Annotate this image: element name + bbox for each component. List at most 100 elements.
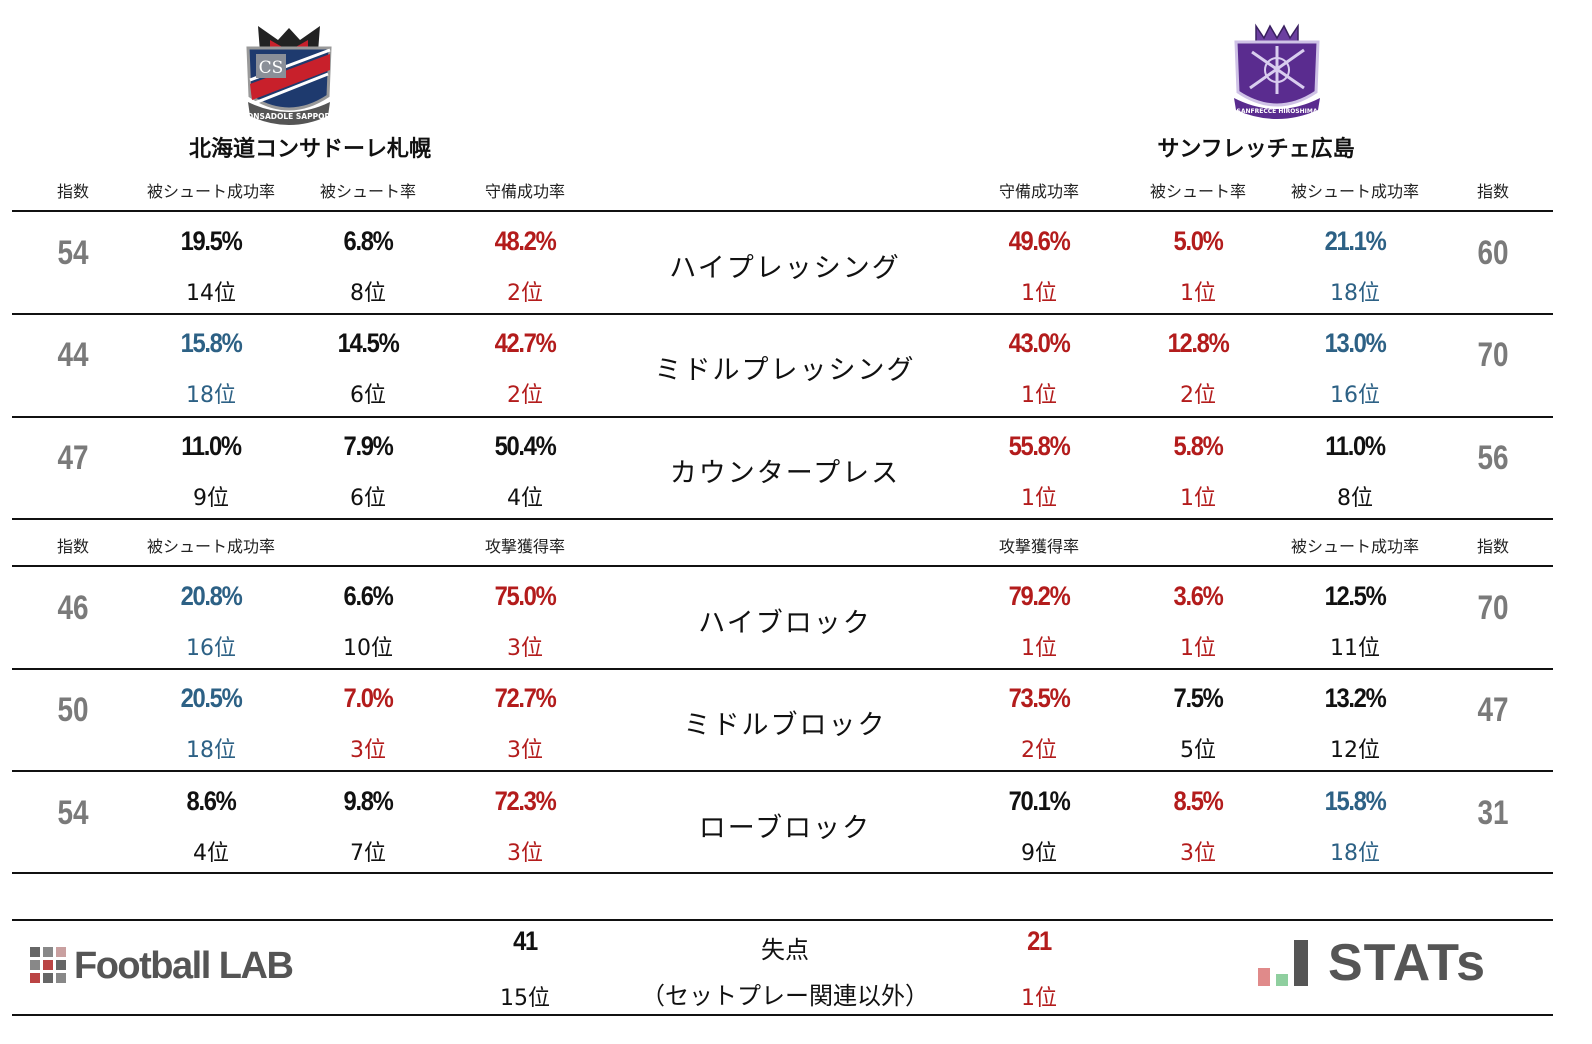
category-label: ハイブロック: [698, 608, 872, 639]
home-index-value: 46: [57, 589, 89, 627]
divider: [12, 416, 1553, 418]
away-defense-success-value: 49.6%: [1008, 226, 1071, 256]
away-shot-success-rank: 12位: [1330, 738, 1380, 763]
away-shot-rate-rank: 2位: [1180, 383, 1216, 408]
away-shot-success-rank: 8位: [1337, 486, 1373, 511]
home-shot-success-value: 8.6%: [186, 786, 237, 816]
home-shot-rate-value: 7.0%: [343, 683, 394, 713]
away-shot-rate-value: 3.6%: [1173, 581, 1224, 611]
away-shot-success-value: 13.0%: [1324, 328, 1387, 358]
stat-row-middle-block: 50 20.5% 18位 7.0% 3位 72.7% 3位 ミドルブロック 73…: [0, 669, 1592, 772]
away-shot-rate-value: 12.8%: [1167, 328, 1230, 358]
home-shot-rate-rank: 7位: [350, 841, 386, 866]
emblem-cs-text: CS: [259, 58, 284, 78]
stats-logo: STATs: [1258, 937, 1486, 989]
away-index-value: 56: [1477, 439, 1509, 477]
home-attack-gain-value: 72.7%: [494, 683, 557, 713]
home-index-value: 44: [57, 336, 89, 374]
home-shot-rate-value: 6.8%: [343, 226, 394, 256]
stat-row-middle-pressing: 44 15.8% 18位 14.5% 6位 42.7% 2位 ミドルプレッシング…: [0, 314, 1592, 417]
home-shot-rate-value: 14.5%: [337, 328, 400, 358]
consadole-sapporo-emblem: CS CONSADOLE SAPPORO: [241, 26, 337, 125]
away-shot-success-rank: 16位: [1330, 383, 1380, 408]
away-goals-conceded-rank: 1位: [1021, 986, 1057, 1011]
divider: [12, 518, 1553, 520]
header-home-shot-success: 被シュート成功率: [146, 537, 275, 556]
away-attack-gain-rank: 2位: [1021, 738, 1057, 763]
header-away-index: 指数: [1476, 182, 1509, 201]
divider: [12, 668, 1553, 670]
away-shot-success-value: 13.2%: [1324, 683, 1387, 713]
home-index-value: 47: [57, 439, 89, 477]
football-lab-logo: Football LAB: [30, 945, 294, 987]
away-shot-success-value: 11.0%: [1325, 431, 1386, 461]
stat-row-goals-conceded: 41 15位 失点 （セットプレー関連以外） 21 1位: [0, 920, 1592, 1015]
home-defense-success-value: 50.4%: [494, 431, 557, 461]
away-shot-rate-value: 5.0%: [1173, 226, 1224, 256]
home-attack-gain-rank: 3位: [507, 841, 543, 866]
away-shot-rate-rank: 3位: [1180, 841, 1216, 866]
away-defense-success-value: 43.0%: [1008, 328, 1071, 358]
home-defense-success-value: 48.2%: [494, 226, 557, 256]
away-attack-gain-value: 73.5%: [1008, 683, 1071, 713]
stat-row-high-pressing: 54 19.5% 14位 6.8% 8位 48.2% 2位 ハイプレッシング 4…: [0, 212, 1592, 315]
home-shot-rate-value: 7.9%: [343, 431, 394, 461]
divider: [12, 919, 1553, 921]
header-home-index: 指数: [56, 537, 89, 556]
away-shot-rate-value: 5.8%: [1173, 431, 1224, 461]
home-attack-gain-value: 72.3%: [494, 786, 557, 816]
header-home-defense-success: 守備成功率: [484, 182, 565, 201]
home-shot-rate-value: 6.6%: [343, 581, 394, 611]
home-shot-success-rank: 14位: [186, 281, 236, 306]
header-away-attack-gain: 攻撃獲得率: [998, 537, 1079, 556]
home-defense-success-rank: 2位: [507, 383, 543, 408]
goals-conceded-sublabel: （セットプレー関連以外）: [641, 982, 929, 1010]
category-label: ミドルプレッシング: [654, 355, 916, 386]
home-shot-success-value: 19.5%: [180, 226, 243, 256]
away-attack-gain-rank: 9位: [1021, 841, 1057, 866]
home-shot-success-rank: 4位: [193, 841, 229, 866]
home-shot-rate-rank: 6位: [350, 486, 386, 511]
away-defense-success-value: 55.8%: [1008, 431, 1071, 461]
divider: [12, 210, 1553, 212]
home-index-value: 54: [57, 234, 89, 272]
away-goals-conceded-value: 21: [1027, 926, 1052, 956]
header-home-shot-rate: 被シュート率: [319, 182, 416, 201]
home-shot-success-value: 11.0%: [181, 431, 242, 461]
away-index-value: 60: [1477, 234, 1509, 272]
away-attack-gain-value: 79.2%: [1008, 581, 1071, 611]
category-label: ハイプレッシング: [669, 253, 901, 284]
divider: [12, 565, 1553, 567]
away-index-value: 47: [1477, 691, 1509, 729]
home-shot-success-value: 20.5%: [180, 683, 243, 713]
home-shot-rate-rank: 10位: [343, 636, 393, 661]
divider: [12, 872, 1553, 874]
away-index-value: 31: [1477, 794, 1509, 832]
divider: [12, 1014, 1553, 1016]
away-shot-rate-value: 8.5%: [1173, 786, 1224, 816]
away-shot-success-rank: 11位: [1330, 636, 1380, 661]
home-index-value: 54: [57, 794, 89, 832]
category-label: カウンタープレス: [669, 458, 901, 489]
home-attack-gain-rank: 3位: [507, 636, 543, 661]
home-attack-gain-rank: 3位: [507, 738, 543, 763]
away-shot-success-value: 12.5%: [1324, 581, 1387, 611]
sanfrecce-hiroshima-emblem: SANFRECCE HIROSHIMA: [1234, 23, 1320, 119]
home-goals-conceded-value: 41: [513, 926, 538, 956]
away-index-value: 70: [1477, 589, 1509, 627]
home-shot-rate-rank: 6位: [350, 383, 386, 408]
home-shot-success-value: 20.8%: [180, 581, 243, 611]
away-defense-success-rank: 1位: [1021, 281, 1057, 306]
away-shot-success-rank: 18位: [1330, 281, 1380, 306]
header-home-attack-gain: 攻撃獲得率: [484, 537, 565, 556]
stats-bars-icon: [1258, 940, 1308, 986]
stat-row-high-block: 46 20.8% 16位 6.6% 10位 75.0% 3位 ハイブロック 79…: [0, 567, 1592, 670]
home-shot-success-value: 15.8%: [180, 328, 243, 358]
header-away-shot-rate: 被シュート率: [1149, 182, 1246, 201]
home-shot-rate-rank: 3位: [350, 738, 386, 763]
emblem-caption-away: SANFRECCE HIROSHIMA: [1237, 108, 1318, 115]
header-away-index: 指数: [1476, 537, 1509, 556]
home-shot-rate-rank: 8位: [350, 281, 386, 306]
away-team-name: サンフレッチェ広島: [1157, 137, 1355, 162]
header-home-shot-success: 被シュート成功率: [146, 182, 275, 201]
